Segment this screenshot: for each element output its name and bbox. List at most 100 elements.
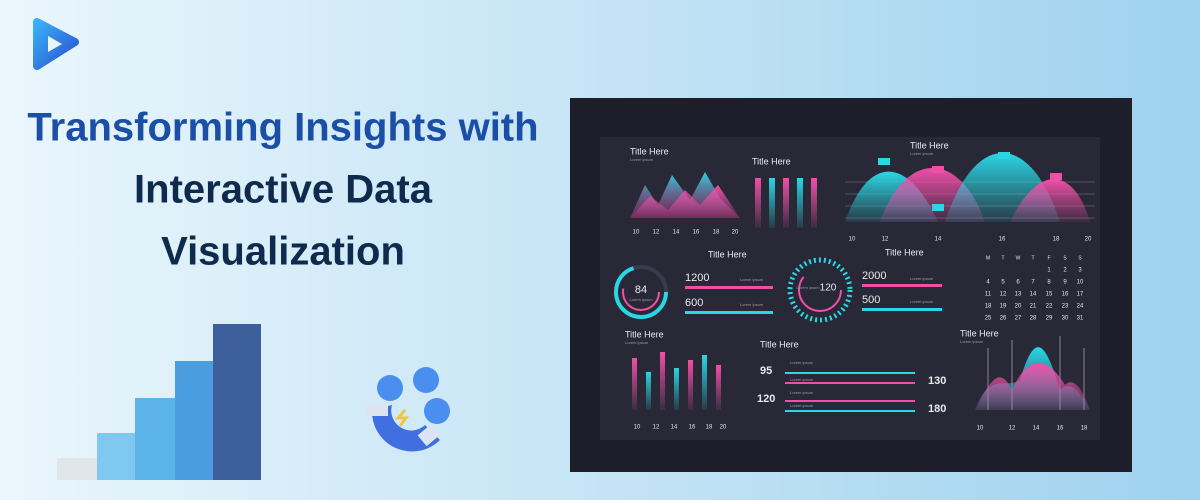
calendar-day: 13	[1015, 292, 1022, 298]
calendar-day: 10	[1077, 280, 1084, 286]
stat-value: 500	[862, 294, 880, 306]
calendar-day: 25	[985, 316, 992, 322]
calendar-day: 26	[1000, 316, 1007, 322]
gauge-value: 84	[635, 284, 647, 296]
legend-label: Lorem ipsum	[740, 277, 764, 282]
slider-value: 95	[760, 365, 772, 377]
axis-label: 10	[849, 237, 856, 243]
slider-value: 130	[928, 375, 946, 387]
headline: Transforming Insights with	[27, 106, 538, 150]
legend-label: Lorem ipsum	[790, 390, 814, 395]
calendar-day: 3	[1078, 268, 1082, 274]
panel-subtitle: Lorem ipsum	[960, 339, 984, 344]
calendar-day: 20	[1015, 304, 1022, 310]
axis-label: 20	[732, 230, 739, 236]
legend-label: Lorem ipsum	[790, 403, 814, 408]
panel-title: Title Here	[760, 339, 799, 349]
weekday: T	[1031, 255, 1034, 261]
weekday: S	[1078, 255, 1082, 261]
panel-title: Title Here	[752, 156, 791, 166]
axis-label: 12	[1009, 426, 1016, 432]
panel-subtitle: Lorem ipsum	[630, 157, 654, 162]
headline: Visualization	[161, 230, 405, 274]
calendar-day: 21	[1030, 304, 1037, 310]
calendar-day: 30	[1062, 316, 1069, 322]
calendar-day: 6	[1016, 280, 1020, 286]
panel-subtitle: Lorem ipsum	[625, 340, 649, 345]
slider-value: 180	[928, 403, 946, 415]
axis-label: 16	[999, 237, 1006, 243]
calendar-day: 23	[1062, 304, 1069, 310]
axis-label: 12	[882, 237, 889, 243]
calendar-day: 29	[1046, 316, 1053, 322]
calendar-day: 18	[985, 304, 992, 310]
legend-label: Lorem ipsum	[740, 302, 764, 307]
calendar-day: 24	[1077, 304, 1084, 310]
calendar-day: 2	[1063, 268, 1067, 274]
calendar-day: 7	[1031, 280, 1035, 286]
calendar-day: 4	[986, 280, 990, 286]
panel-title: Title Here	[910, 140, 949, 150]
calendar-day: 12	[1000, 292, 1007, 298]
axis-label: 16	[693, 230, 700, 236]
axis-label: 14	[673, 230, 680, 236]
panel-title: Title Here	[960, 328, 999, 338]
calendar-day: 28	[1030, 316, 1037, 322]
calendar-day: 15	[1046, 292, 1053, 298]
axis-label: 10	[633, 230, 640, 236]
axis-label: 10	[634, 425, 641, 431]
panel-subtitle: Lorem ipsum	[910, 151, 934, 156]
calendar-day: 27	[1015, 316, 1022, 322]
headline: Interactive Data	[134, 168, 433, 212]
axis-label: 16	[1057, 426, 1064, 432]
axis-label: 18	[1053, 237, 1060, 243]
panel-title: Title Here	[708, 249, 747, 259]
logo-play	[48, 36, 62, 52]
panel-title: Title Here	[630, 146, 669, 156]
axis-label: 16	[689, 425, 696, 431]
axis-label: 18	[1081, 426, 1088, 432]
axis-label: 14	[935, 237, 942, 243]
legend-label: Lorem ipsum	[910, 299, 934, 304]
panel-title: Title Here	[625, 329, 664, 339]
stat-value: 600	[685, 297, 703, 309]
gauge-caption: Lorem ipsum	[629, 297, 653, 302]
axis-label: 12	[653, 425, 660, 431]
calendar-day: 14	[1030, 292, 1037, 298]
calendar-day: 31	[1077, 316, 1084, 322]
calendar-day: 5	[1001, 280, 1005, 286]
weekday: F	[1047, 255, 1050, 261]
calendar-day: 1	[1047, 268, 1051, 274]
bar-illustration	[57, 324, 261, 480]
stat-value: 1200	[685, 272, 709, 284]
axis-label: 14	[671, 425, 678, 431]
stat-value: 2000	[862, 270, 886, 282]
legend-label: Lorem ipsum	[910, 276, 934, 281]
weekday: M	[986, 255, 990, 261]
slider-value: 120	[757, 393, 775, 405]
axis-label: 20	[720, 425, 727, 431]
calendar-day: 16	[1062, 292, 1069, 298]
axis-label: 10	[977, 426, 984, 432]
weekday: T	[1001, 255, 1004, 261]
calendar-day: 11	[985, 292, 992, 298]
dashboard-graphics	[614, 152, 1095, 412]
weekday: W	[1016, 255, 1021, 261]
gauge-caption: Lorem ipsum	[796, 285, 820, 290]
axis-label: 18	[706, 425, 713, 431]
calendar-day: 19	[1000, 304, 1007, 310]
calendar-day: 17	[1077, 292, 1084, 298]
magnet-illustration	[366, 367, 450, 452]
calendar-day: 22	[1046, 304, 1053, 310]
gauge-value: 120	[820, 283, 837, 294]
axis-label: 20	[1085, 237, 1092, 243]
weekday: S	[1063, 255, 1067, 261]
axis-label: 14	[1033, 426, 1040, 432]
axis-label: 18	[713, 230, 720, 236]
legend-label: Lorem ipsum	[790, 360, 814, 365]
legend-label: Lorem ipsum	[790, 377, 814, 382]
calendar-day: 8	[1047, 280, 1051, 286]
calendar-day: 9	[1063, 280, 1067, 286]
